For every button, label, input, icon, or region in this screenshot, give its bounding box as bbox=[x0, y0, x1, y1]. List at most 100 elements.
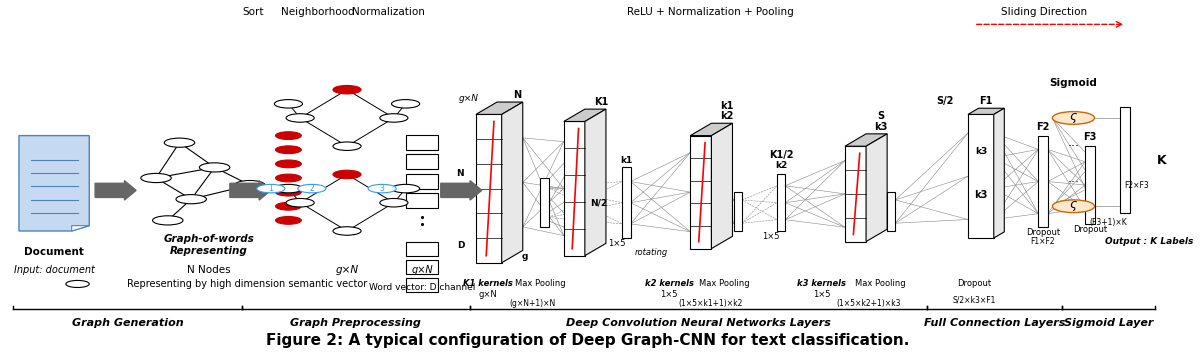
Polygon shape bbox=[968, 114, 994, 238]
Text: k3 kernels: k3 kernels bbox=[797, 279, 846, 288]
Text: Max Pooling: Max Pooling bbox=[854, 279, 906, 288]
Text: Output : K Labels: Output : K Labels bbox=[1105, 237, 1194, 246]
FancyArrow shape bbox=[440, 180, 481, 200]
Circle shape bbox=[1052, 200, 1094, 213]
Text: g×N: g×N bbox=[479, 290, 497, 299]
Polygon shape bbox=[502, 102, 523, 263]
Circle shape bbox=[1052, 111, 1094, 124]
Circle shape bbox=[298, 184, 326, 193]
Text: Representing by high dimension semantic vector: Representing by high dimension semantic … bbox=[127, 279, 367, 289]
Text: 3: 3 bbox=[379, 184, 385, 193]
Text: N: N bbox=[456, 169, 464, 178]
Text: (F3+1)×K: (F3+1)×K bbox=[1090, 218, 1128, 227]
Text: k3: k3 bbox=[875, 122, 888, 132]
Circle shape bbox=[276, 216, 301, 224]
Text: Sort: Sort bbox=[242, 7, 264, 17]
Text: ...: ... bbox=[1068, 172, 1080, 184]
Circle shape bbox=[391, 184, 420, 193]
Circle shape bbox=[286, 199, 314, 207]
Polygon shape bbox=[690, 136, 712, 248]
Bar bbox=[623, 167, 630, 238]
FancyArrow shape bbox=[230, 180, 271, 200]
Text: rotating: rotating bbox=[635, 248, 668, 257]
Text: Document: Document bbox=[24, 247, 84, 257]
Text: Max Pooling: Max Pooling bbox=[698, 279, 750, 288]
Text: Dropout: Dropout bbox=[956, 279, 991, 288]
Circle shape bbox=[276, 146, 301, 154]
Text: (g×N+1)×N: (g×N+1)×N bbox=[509, 299, 556, 308]
Circle shape bbox=[257, 184, 284, 193]
Polygon shape bbox=[712, 123, 732, 248]
Circle shape bbox=[152, 216, 182, 225]
Polygon shape bbox=[72, 226, 89, 231]
Text: Word vector: D channel: Word vector: D channel bbox=[368, 283, 475, 292]
Text: k1: k1 bbox=[620, 156, 632, 165]
Bar bbox=[540, 178, 548, 227]
Circle shape bbox=[275, 184, 302, 193]
Text: Neighborhood: Neighborhood bbox=[281, 7, 354, 17]
Circle shape bbox=[234, 180, 265, 190]
Circle shape bbox=[276, 174, 301, 182]
Text: (1×5×k2+1)×k3: (1×5×k2+1)×k3 bbox=[836, 299, 901, 308]
Circle shape bbox=[66, 281, 89, 288]
Text: k2: k2 bbox=[775, 161, 787, 170]
Text: Graph-of-words
Representing: Graph-of-words Representing bbox=[163, 234, 254, 256]
Polygon shape bbox=[19, 136, 89, 231]
Text: Max Pooling: Max Pooling bbox=[515, 279, 565, 288]
Text: k3: k3 bbox=[974, 147, 988, 156]
Bar bbox=[406, 155, 438, 169]
Bar bbox=[1038, 136, 1048, 227]
Text: Sigmoid Layer: Sigmoid Layer bbox=[1064, 318, 1153, 328]
Text: Normalization: Normalization bbox=[352, 7, 425, 17]
Circle shape bbox=[286, 114, 314, 122]
Polygon shape bbox=[476, 102, 523, 114]
Circle shape bbox=[332, 85, 361, 94]
Text: F1×F2: F1×F2 bbox=[1031, 237, 1055, 246]
Circle shape bbox=[368, 184, 396, 193]
Text: 1×5: 1×5 bbox=[607, 239, 625, 248]
Text: Graph Preprocessing: Graph Preprocessing bbox=[290, 318, 421, 328]
Text: g: g bbox=[522, 252, 528, 261]
Text: k2 kernels: k2 kernels bbox=[644, 279, 694, 288]
Polygon shape bbox=[476, 114, 502, 263]
Text: S/2×k3×F1: S/2×k3×F1 bbox=[952, 295, 996, 304]
Text: $\varsigma$: $\varsigma$ bbox=[1069, 111, 1078, 125]
Text: F1: F1 bbox=[979, 96, 992, 106]
Polygon shape bbox=[564, 121, 584, 256]
Bar bbox=[778, 174, 785, 231]
Polygon shape bbox=[564, 109, 606, 121]
Circle shape bbox=[332, 142, 361, 151]
Text: Graph Generation: Graph Generation bbox=[72, 318, 184, 328]
Text: S: S bbox=[877, 111, 884, 121]
Polygon shape bbox=[845, 146, 866, 242]
Polygon shape bbox=[584, 109, 606, 256]
Text: D: D bbox=[457, 241, 464, 250]
Circle shape bbox=[380, 114, 408, 122]
Text: 1×5: 1×5 bbox=[762, 232, 780, 241]
FancyArrow shape bbox=[95, 180, 136, 200]
Bar bbox=[1085, 146, 1094, 224]
Text: g×N: g×N bbox=[458, 94, 479, 103]
Polygon shape bbox=[968, 108, 1004, 114]
Text: K1/2: K1/2 bbox=[769, 150, 793, 160]
Circle shape bbox=[164, 138, 194, 147]
Bar bbox=[733, 192, 742, 231]
Circle shape bbox=[380, 199, 408, 207]
Circle shape bbox=[391, 100, 420, 108]
Polygon shape bbox=[690, 123, 732, 136]
Text: g×N: g×N bbox=[412, 265, 433, 275]
Text: K1: K1 bbox=[594, 97, 608, 107]
Text: F3: F3 bbox=[1084, 132, 1097, 142]
Text: k1: k1 bbox=[720, 101, 733, 111]
Text: ReLU + Normalization + Pooling: ReLU + Normalization + Pooling bbox=[626, 7, 793, 17]
Bar bbox=[406, 174, 438, 189]
Circle shape bbox=[275, 100, 302, 108]
Text: k2: k2 bbox=[720, 111, 733, 121]
Polygon shape bbox=[845, 134, 887, 146]
Bar bbox=[406, 278, 438, 292]
Bar bbox=[406, 193, 438, 208]
Text: (1×5×k1+1)×k2: (1×5×k1+1)×k2 bbox=[678, 299, 743, 308]
Text: $\varsigma$: $\varsigma$ bbox=[1069, 199, 1078, 213]
Bar bbox=[406, 260, 438, 274]
Text: Sliding Direction: Sliding Direction bbox=[1001, 7, 1087, 17]
